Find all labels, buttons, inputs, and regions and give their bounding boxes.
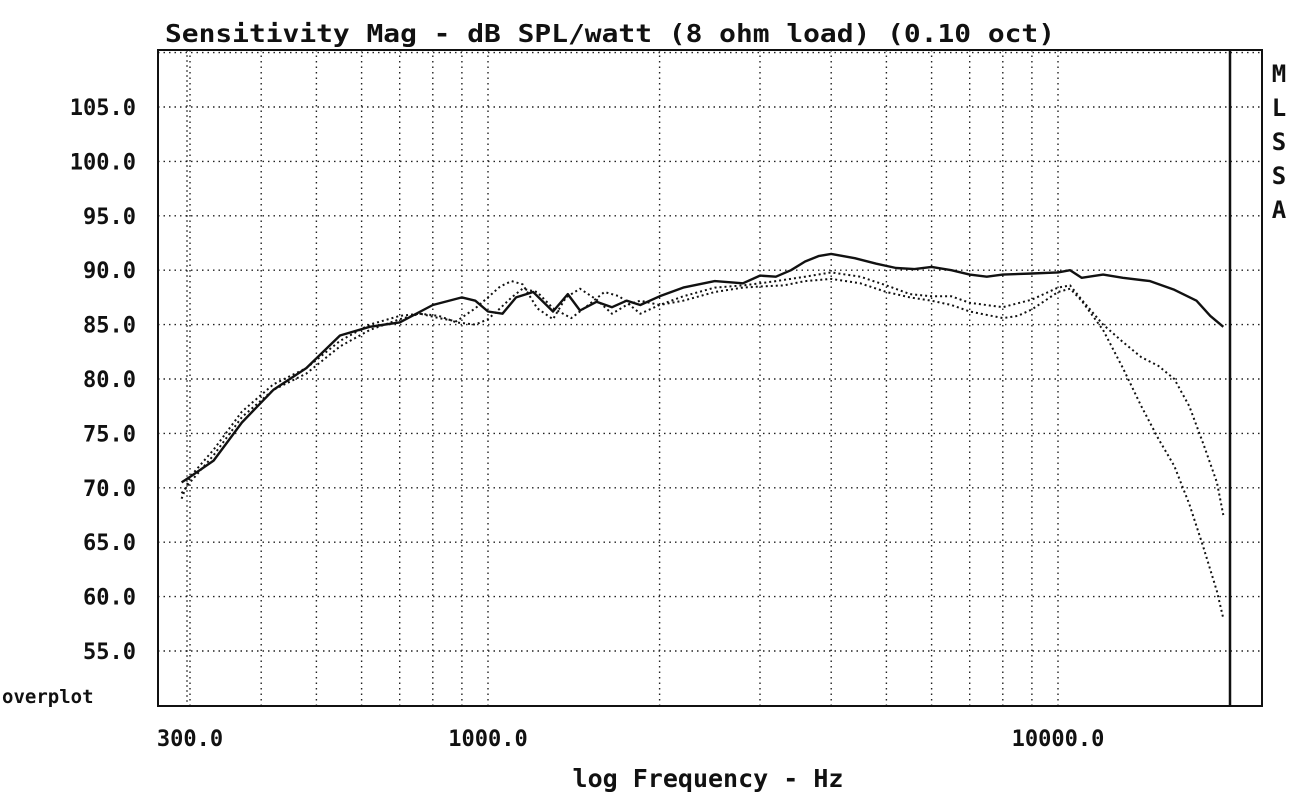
y-tick-label: 85.0 <box>83 314 136 339</box>
x-tick-label: 10000.0 <box>1012 727 1105 752</box>
corner-label: overplot <box>2 686 94 708</box>
side-label-letter: M <box>1272 60 1286 88</box>
series-line-1-solid <box>180 252 1225 484</box>
side-label-letter: L <box>1272 94 1286 122</box>
side-label-letter: A <box>1272 196 1287 224</box>
y-tick-label: 75.0 <box>83 422 136 447</box>
series-group <box>180 252 1225 619</box>
y-tick-label: 65.0 <box>83 531 136 556</box>
y-tick-label: 105.0 <box>70 96 136 121</box>
side-label-letter: S <box>1272 128 1286 156</box>
series-line-3-dotted <box>180 277 1225 619</box>
x-tick-label: 300.0 <box>157 727 223 752</box>
y-tick-label: 90.0 <box>83 259 136 284</box>
x-tick-label: 1000.0 <box>448 727 527 752</box>
side-label-letter: S <box>1272 162 1286 190</box>
x-tick-labels: 300.0 1000.0 10000.0 <box>157 727 1104 752</box>
y-tick-label: 80.0 <box>83 368 136 393</box>
y-tick-label: 100.0 <box>70 150 136 175</box>
x-axis-label: log Frequency - Hz <box>573 764 844 793</box>
y-tick-label: 60.0 <box>83 586 136 611</box>
y-tick-labels: 105.0 100.0 95.0 90.0 85.0 80.0 75.0 70.0 65.0 60… <box>70 96 136 665</box>
y-tick-label: 95.0 <box>83 205 136 230</box>
plot-frame <box>157 49 1263 707</box>
chart-title: Sensitivity Mag - dB SPL/watt (8 ohm loa… <box>165 19 1055 48</box>
y-tick-label: 70.0 <box>83 477 136 502</box>
grid <box>158 50 1262 706</box>
y-tick-label: 55.0 <box>83 640 136 665</box>
